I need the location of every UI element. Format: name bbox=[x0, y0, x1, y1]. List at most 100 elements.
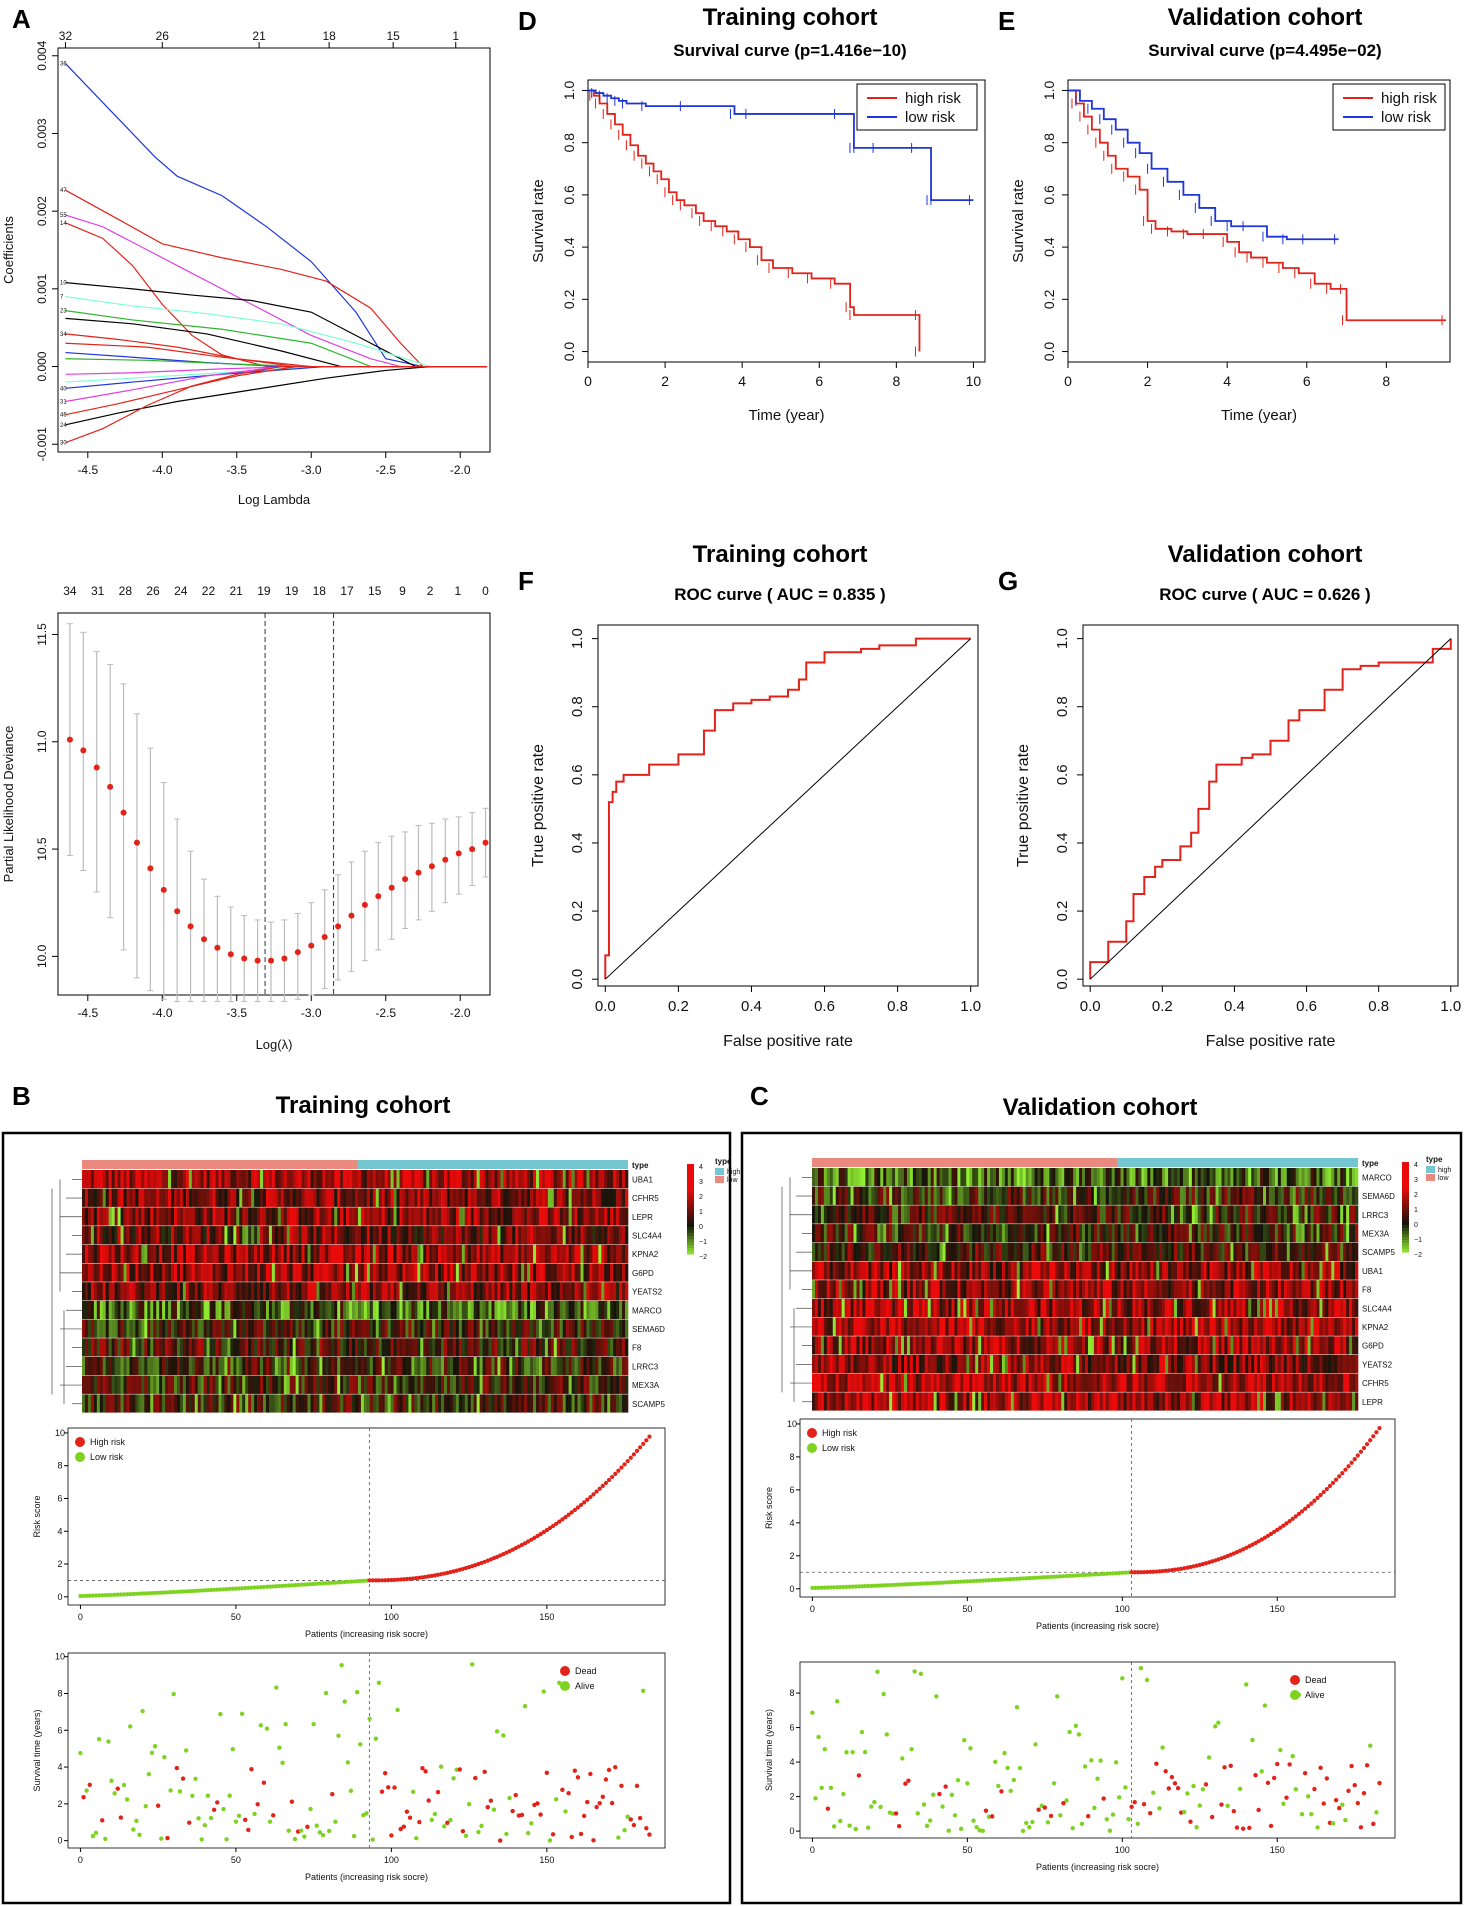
C-heatmap-cell bbox=[1013, 1280, 1018, 1299]
B-heatmap-cell bbox=[337, 1188, 341, 1207]
C-heatmap-cell bbox=[1162, 1205, 1166, 1224]
C-heatmap-cell bbox=[1319, 1224, 1323, 1243]
B-heatmap-cell bbox=[553, 1244, 558, 1263]
B-heatmap-cell bbox=[271, 1319, 276, 1338]
D-plot-frame bbox=[587, 79, 986, 363]
C-heatmap-cell bbox=[1215, 1224, 1219, 1243]
C-heatmap-cell bbox=[1343, 1261, 1347, 1280]
C-heatmap-cell bbox=[1209, 1242, 1213, 1261]
B-heatmap-cell bbox=[553, 1263, 558, 1282]
panel-e-subtitle: Survival curve (p=4.495e−02) bbox=[1148, 41, 1381, 60]
B-heatmap-cell bbox=[387, 1207, 391, 1226]
B-heatmap-cell bbox=[604, 1244, 608, 1263]
C-heatmap-cell bbox=[1052, 1317, 1056, 1336]
C-heatmap-cell bbox=[1346, 1205, 1350, 1224]
C-heatmap-cell bbox=[1114, 1242, 1118, 1261]
C-heatmap-cell bbox=[862, 1317, 866, 1336]
B-heatmap-cell bbox=[212, 1338, 216, 1357]
B-heatmap-cell bbox=[179, 1357, 184, 1376]
C-heatmap-cell bbox=[1209, 1298, 1213, 1318]
C-heatmap-cell bbox=[898, 1168, 902, 1187]
B-heatmap-cell bbox=[289, 1263, 293, 1282]
B-heatmap-cell bbox=[120, 1170, 124, 1189]
B-heatmap-cell bbox=[357, 1357, 362, 1376]
C-heatmap-cell bbox=[1052, 1261, 1056, 1280]
C-heatmap-cell bbox=[1105, 1298, 1110, 1318]
B-heatmap-cell bbox=[500, 1188, 504, 1207]
C-heatmap-cell bbox=[1263, 1224, 1267, 1243]
B-surv-point bbox=[358, 1742, 363, 1747]
B-heatmap-cell bbox=[604, 1207, 608, 1226]
a-top-curve-label: 10 bbox=[60, 281, 67, 287]
B-heatmap-cell bbox=[90, 1357, 95, 1376]
C-heatmap-cell bbox=[856, 1280, 860, 1299]
B-heatmap-cell bbox=[280, 1244, 285, 1263]
C-heatmap-cell bbox=[1120, 1224, 1124, 1243]
C-heatmap-cell bbox=[1349, 1298, 1353, 1318]
C-heatmap-cell bbox=[1070, 1168, 1074, 1187]
B-heatmap-cell bbox=[218, 1357, 222, 1376]
B-surv-point bbox=[600, 1794, 606, 1800]
C-heatmap-cell bbox=[1254, 1317, 1258, 1336]
C-heatmap-cell bbox=[1093, 1298, 1098, 1318]
B-heatmap-cell bbox=[607, 1375, 611, 1394]
B-heatmap-cell bbox=[265, 1338, 270, 1357]
B-heatmap-cell bbox=[355, 1319, 359, 1338]
B-heatmap-cell bbox=[533, 1170, 537, 1189]
B-heatmap-cell bbox=[369, 1226, 374, 1245]
C-heatmap-cell bbox=[1043, 1205, 1047, 1224]
B-heatmap-cell bbox=[197, 1226, 201, 1245]
C-heatmap-cell bbox=[1254, 1242, 1258, 1261]
B-heatmap-cell bbox=[387, 1263, 391, 1282]
B-heatmap-cell bbox=[206, 1188, 210, 1207]
B-heatmap-cell bbox=[438, 1226, 442, 1245]
C-heatmap-cell bbox=[1316, 1261, 1320, 1280]
B-heatmap-cell bbox=[301, 1300, 305, 1320]
B-heatmap-cell bbox=[82, 1263, 86, 1282]
C-heatmap-cell bbox=[1230, 1205, 1234, 1224]
B-heatmap-cell bbox=[556, 1170, 561, 1189]
C-heatmap-cell bbox=[1079, 1317, 1083, 1336]
C-heatmap-cell bbox=[835, 1186, 840, 1205]
B-heatmap-cell bbox=[185, 1226, 190, 1245]
B-heatmap-cell bbox=[173, 1170, 178, 1189]
C-heatmap-cell bbox=[909, 1298, 914, 1318]
B-risk-point bbox=[190, 1588, 195, 1594]
B-heatmap-cell bbox=[423, 1263, 427, 1282]
B-heatmap-cell bbox=[461, 1170, 466, 1189]
B-heatmap-cell bbox=[521, 1282, 525, 1301]
B-surv-point bbox=[628, 1817, 633, 1822]
a-bottom-point bbox=[93, 764, 100, 771]
C-heatmap-cell bbox=[1135, 1261, 1139, 1280]
B-heatmap-cell bbox=[470, 1226, 474, 1245]
B-heatmap-cell bbox=[500, 1263, 504, 1282]
C-heatmap-cell bbox=[1076, 1242, 1080, 1261]
C-heatmap-cell bbox=[1307, 1224, 1311, 1243]
B-heatmap-cell bbox=[521, 1375, 525, 1394]
B-heatmap-cell bbox=[346, 1282, 350, 1301]
B-heatmap-cell bbox=[372, 1226, 377, 1245]
B-heatmap-cell bbox=[340, 1170, 344, 1189]
B-heatmap-cell bbox=[322, 1375, 326, 1394]
C-heatmap-cell bbox=[886, 1186, 890, 1205]
B-heatmap-cell bbox=[349, 1319, 353, 1338]
C-heatmap-cell bbox=[817, 1317, 822, 1336]
B-heatmap-cell bbox=[176, 1282, 181, 1301]
B-heatmap-cell bbox=[108, 1188, 112, 1207]
B-heatmap-cell bbox=[99, 1188, 104, 1207]
C-heatmap-cell bbox=[1310, 1224, 1314, 1243]
C-heatmap-cell bbox=[918, 1317, 923, 1336]
B-heatmap-cell bbox=[236, 1375, 240, 1394]
C-heatmap-cell bbox=[1230, 1280, 1234, 1299]
C-heatmap-cell bbox=[1165, 1317, 1169, 1336]
B-heatmap-cell bbox=[206, 1357, 210, 1376]
B-heatmap-cell bbox=[568, 1300, 572, 1320]
C-heatmap-cell bbox=[1242, 1261, 1246, 1280]
C-heatmap-cell bbox=[1046, 1205, 1050, 1224]
B-heatmap-cell bbox=[123, 1282, 127, 1301]
B-surv-point bbox=[208, 1815, 214, 1821]
B-heatmap-cell bbox=[360, 1282, 365, 1301]
B-heatmap-cell bbox=[334, 1244, 338, 1263]
C-heatmap-cell bbox=[1268, 1317, 1273, 1336]
B-heatmap-cell bbox=[399, 1170, 403, 1189]
